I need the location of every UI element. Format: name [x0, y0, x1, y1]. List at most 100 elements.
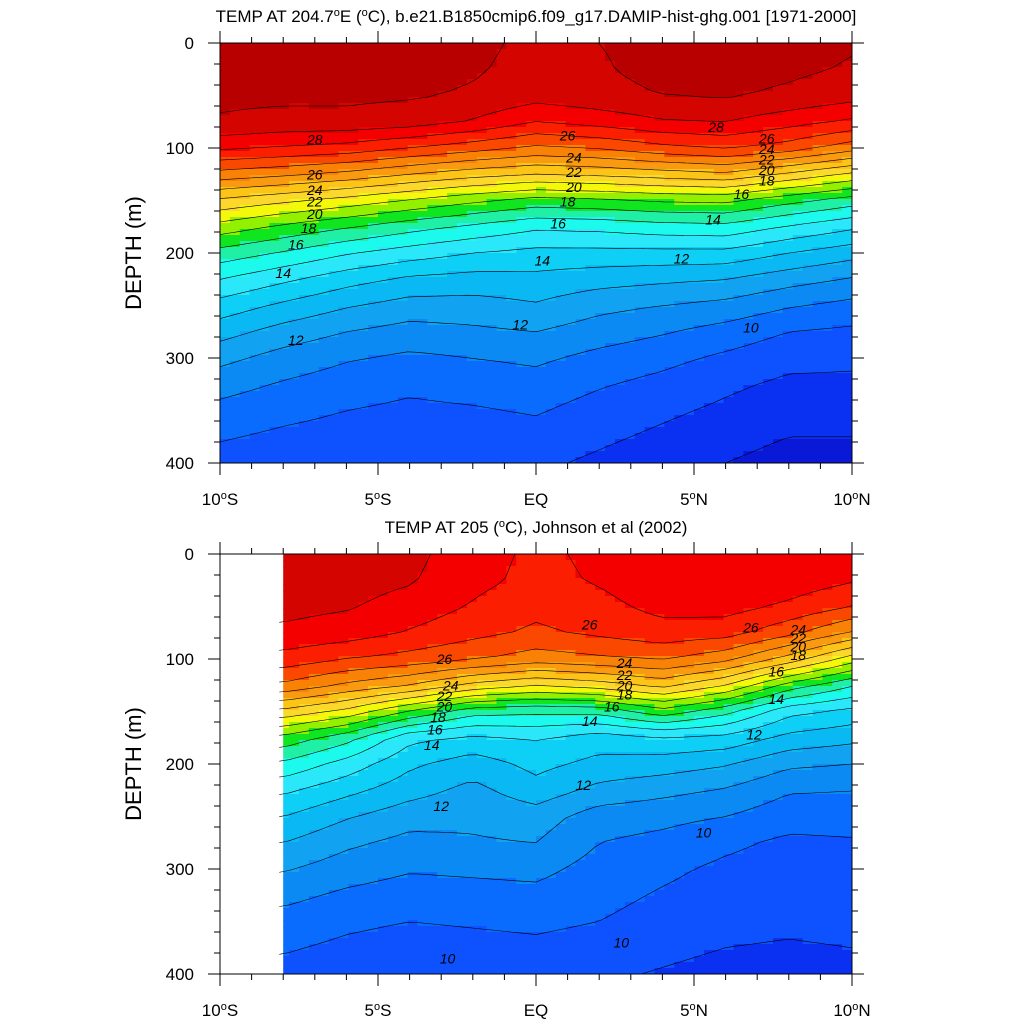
temperature-cell — [437, 325, 448, 332]
temperature-cell — [654, 457, 665, 463]
temperature-cell — [812, 566, 823, 573]
temperature-cell — [279, 289, 290, 296]
temperature-cell — [565, 433, 577, 440]
temperature-cell — [476, 253, 488, 260]
temperature-cell — [782, 379, 794, 386]
temperature-cell — [832, 409, 843, 416]
temperature-cell — [348, 187, 359, 194]
temperature-cell — [220, 349, 231, 356]
temperature-cell — [753, 415, 764, 422]
temperature-cell — [674, 271, 685, 278]
temperature-cell — [476, 67, 488, 74]
temperature-cell — [703, 397, 715, 404]
temperature-cell — [694, 259, 705, 266]
temperature-cell — [644, 560, 656, 567]
temperature-cell — [763, 181, 774, 188]
temperature-cell — [496, 259, 507, 266]
temperature-cell — [279, 343, 290, 350]
temperature-cell — [279, 421, 290, 428]
temperature-cell — [842, 91, 852, 98]
temperature-cell — [624, 391, 636, 398]
temperature-cell — [595, 560, 606, 567]
temperature-cell — [457, 253, 468, 260]
temperature-cell — [674, 277, 685, 284]
temperature-cell — [713, 223, 725, 230]
temperature-cell — [624, 457, 636, 463]
temperature-cell — [595, 289, 606, 296]
temperature-cell — [269, 73, 280, 80]
temperature-cell — [417, 421, 428, 428]
temperature-cell — [684, 451, 695, 458]
temperature-cell — [476, 109, 488, 116]
temperature-cell — [239, 457, 251, 463]
temperature-cell — [763, 277, 774, 284]
temperature-cell — [634, 265, 646, 272]
temperature-cell — [694, 427, 705, 434]
temperature-cell — [476, 331, 488, 338]
temperature-cell — [654, 49, 665, 56]
temperature-cell — [486, 43, 498, 50]
temperature-cell — [802, 181, 814, 188]
temperature-cell — [664, 307, 675, 314]
temperature-cell — [378, 121, 389, 128]
temperature-cell — [634, 85, 646, 92]
temperature-cell — [585, 235, 596, 242]
temperature-cell — [229, 259, 241, 266]
temperature-cell — [220, 67, 231, 74]
temperature-cell — [486, 325, 498, 332]
temperature-cell — [664, 578, 675, 585]
temperature-cell — [338, 187, 349, 194]
temperature-cell — [575, 421, 586, 428]
temperature-cell — [239, 151, 251, 158]
temperature-cell — [516, 307, 527, 314]
temperature-cell — [358, 121, 369, 128]
temperature-cell — [536, 301, 547, 308]
temperature-cell — [417, 139, 428, 146]
temperature-cell — [565, 289, 577, 296]
temperature-cell — [239, 85, 251, 92]
temperature-cell — [694, 145, 705, 152]
temperature-cell — [555, 361, 567, 368]
temperature-cell — [694, 337, 705, 344]
temperature-cell — [703, 343, 715, 350]
temperature-cell — [694, 205, 705, 212]
temperature-cell — [842, 289, 852, 296]
temperature-cell — [338, 265, 349, 272]
temperature-cell — [447, 157, 458, 164]
temperature-cell — [782, 247, 794, 254]
temperature-cell — [457, 445, 468, 452]
temperature-cell — [229, 247, 241, 254]
temperature-cell — [644, 301, 656, 308]
temperature-cell — [792, 85, 804, 92]
temperature-cell — [259, 67, 270, 74]
temperature-cell — [723, 331, 735, 338]
temperature-cell — [684, 277, 695, 284]
temperature-cell — [516, 560, 527, 567]
temperature-cell — [723, 313, 735, 320]
temperature-cell — [664, 427, 675, 434]
temperature-cell — [536, 433, 547, 440]
temperature-cell — [703, 79, 715, 86]
temperature-cell — [792, 163, 804, 170]
temperature-cell — [299, 584, 310, 591]
temperature-cell — [368, 229, 379, 236]
temperature-cell — [269, 43, 280, 50]
temperature-cell — [634, 439, 646, 446]
temperature-cell — [526, 439, 537, 446]
temperature-cell — [664, 241, 675, 248]
temperature-cell — [733, 331, 744, 338]
temperature-cell — [368, 193, 379, 200]
temperature-cell — [674, 554, 685, 561]
temperature-cell — [565, 361, 577, 368]
temperature-cell — [654, 319, 665, 326]
temperature-cell — [378, 560, 389, 567]
temperature-cell — [605, 343, 616, 350]
temperature-cell — [644, 55, 656, 62]
temperature-cell — [842, 157, 852, 164]
temperature-cell — [299, 169, 310, 176]
temperature-cell — [684, 295, 695, 302]
temperature-cell — [338, 343, 349, 350]
temperature-cell — [506, 247, 517, 254]
temperature-cell — [792, 457, 804, 463]
temperature-cell — [368, 199, 379, 206]
